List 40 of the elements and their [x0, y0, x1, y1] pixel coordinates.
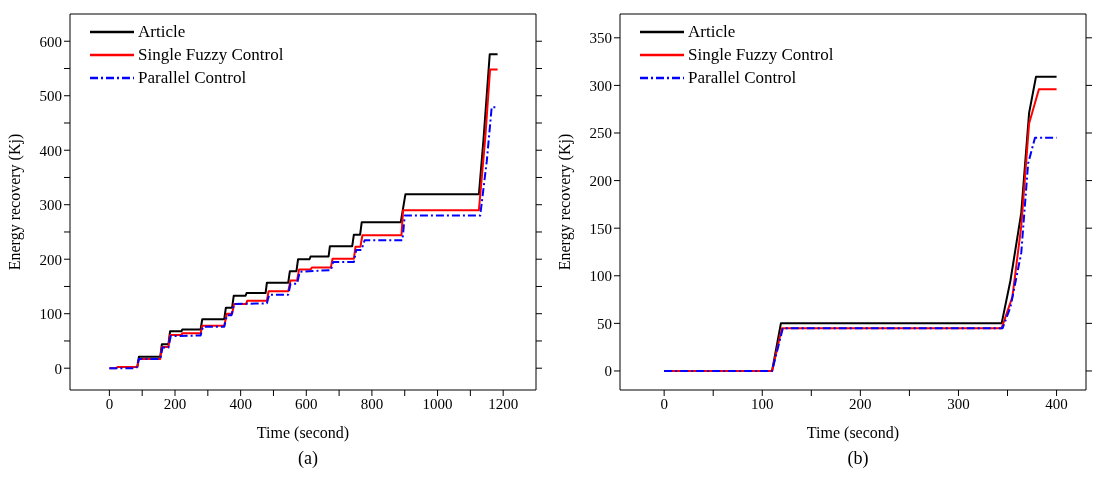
y-tick-label: 500 [39, 88, 62, 105]
y-tick-label: 0 [604, 363, 612, 380]
y-tick-label: 200 [589, 172, 612, 189]
legend-label: Parallel Control [138, 67, 247, 89]
y-tick-label: 50 [597, 315, 612, 332]
x-axis-title: Time (second) [256, 424, 350, 442]
x-axis-title: Time (second) [806, 424, 900, 442]
x-tick-label: 600 [295, 395, 318, 412]
legend-label: Article [138, 21, 186, 43]
legend-label: Single Fuzzy Control [138, 44, 284, 66]
x-tick-label: 1200 [488, 395, 519, 412]
y-tick-label: 600 [39, 33, 62, 50]
y-tick-label: 100 [589, 268, 612, 285]
x-tick-label: 1000 [422, 395, 453, 412]
x-tick-label: 0 [105, 395, 114, 412]
text: (a) [297, 448, 319, 469]
y-tick-label: 350 [589, 30, 612, 47]
y-tick-label: 300 [589, 77, 612, 94]
x-tick-label: 300 [947, 395, 970, 412]
x-tick-label: 400 [1045, 395, 1068, 412]
x-tick-label: 200 [849, 395, 872, 412]
x-tick-label: 200 [163, 395, 187, 412]
line-series [663, 136, 1058, 372]
y-axis-title: Energy recovery (Kj) [555, 133, 574, 271]
x-tick-label: 400 [229, 395, 252, 412]
text: (b) [846, 448, 870, 469]
legend-label: Single Fuzzy Control [688, 44, 834, 66]
y-tick-label: 150 [589, 220, 612, 237]
legend-label: Article [688, 21, 736, 43]
x-tick-label: 800 [360, 395, 384, 412]
y-tick-label: 100 [39, 306, 62, 323]
x-tick-label: 100 [751, 395, 774, 412]
legend-label: Parallel Control [688, 67, 797, 89]
y-axis-title: Energy recovery (Kj) [5, 133, 24, 271]
y-tick-label: 300 [39, 197, 62, 214]
x-tick-label: 0 [660, 395, 668, 412]
y-tick-label: 0 [54, 360, 62, 377]
y-tick-label: 200 [39, 251, 62, 268]
y-tick-label: 400 [39, 142, 62, 159]
y-tick-label: 250 [589, 125, 612, 142]
